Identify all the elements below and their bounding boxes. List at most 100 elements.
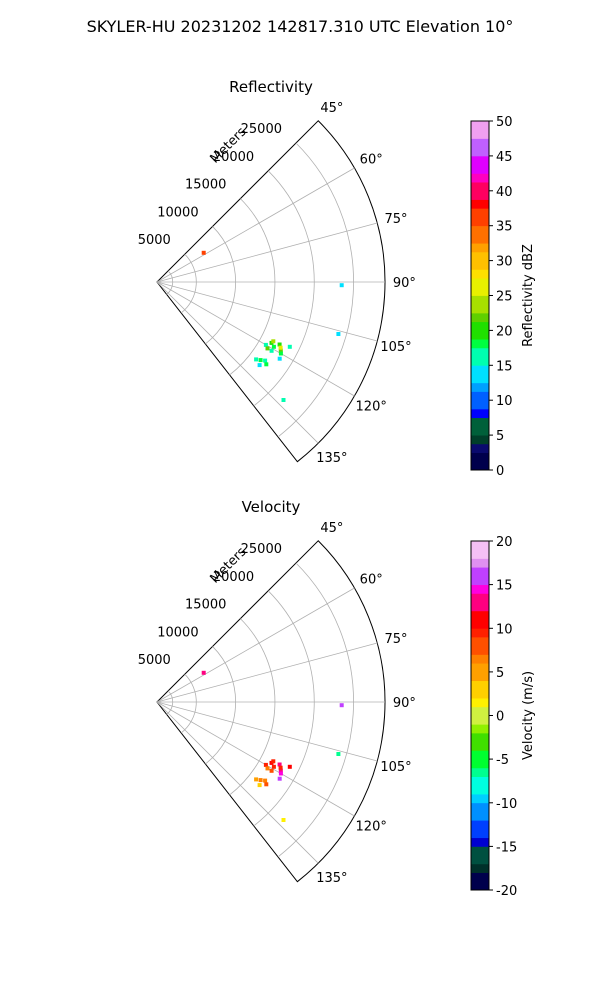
reflectivity-angle-tick: 120° (356, 400, 387, 415)
reflectivity-range-ring (180, 253, 197, 314)
reflectivity-colorbar-segment (471, 408, 489, 419)
reflectivity-echo (264, 362, 269, 367)
reflectivity-echo (271, 344, 276, 349)
velocity-echo (339, 703, 344, 708)
velocity-echo (271, 764, 276, 769)
velocity-colorbar-segment (471, 785, 489, 795)
reflectivity-range-ring (253, 170, 315, 407)
reflectivity-colorbar-segment (471, 443, 489, 453)
velocity-colorbar-segment (471, 828, 489, 839)
reflectivity-echo (265, 346, 270, 351)
reflectivity-azimuth-gridline (156, 222, 378, 283)
velocity-echo (278, 771, 283, 776)
reflectivity-colorbar-segment (471, 452, 489, 462)
reflectivity-colorbar-tick: 45 (496, 150, 513, 165)
reflectivity-colorbar-segment (471, 339, 489, 349)
velocity-azimuth-gridline (156, 701, 319, 864)
reflectivity-colorbar-segment (471, 347, 489, 357)
velocity-colorbar-segment (471, 881, 489, 891)
reflectivity-angle-tick: 45° (320, 101, 343, 116)
reflectivity-angle-tick: 90° (393, 276, 416, 291)
reflectivity-azimuth-gridline (156, 281, 319, 444)
reflectivity-angle-tick: 135° (316, 451, 347, 466)
velocity-colorbar-segment (471, 767, 489, 777)
reflectivity-colorbar-label: Reflectivity dBZ (521, 244, 536, 347)
velocity-colorbar-segment (471, 567, 489, 577)
reflectivity-azimuth-gridline (156, 281, 355, 397)
velocity-colorbar-segment (471, 619, 489, 629)
velocity-echo (281, 818, 286, 822)
velocity-angle-tick: 60° (360, 572, 383, 587)
velocity-colorbar-tick: 20 (496, 535, 513, 550)
reflectivity-range-tick: 10000 (157, 205, 198, 220)
reflectivity-echo (271, 339, 276, 344)
reflectivity-colorbar-segment (471, 260, 489, 270)
reflectivity-colorbar-tick: 0 (496, 464, 504, 479)
reflectivity-colorbar-segment (471, 295, 489, 305)
reflectivity-colorbar-segment (471, 173, 489, 183)
velocity-colorbar: -20 -15 -10 -5 0 5 10 15 20 Velocity (m/s) (470, 535, 536, 899)
reflectivity-echo (278, 345, 283, 350)
reflectivity-echo (254, 357, 259, 362)
velocity-echo (271, 759, 276, 764)
velocity-range-ring (180, 673, 197, 734)
reflectivity-echo (257, 363, 262, 368)
velocity-colorbar-segment (471, 732, 489, 743)
reflectivity-colorbar-tick: 20 (496, 324, 513, 339)
reflectivity-colorbar-segment (471, 121, 489, 131)
reflectivity-colorbar-segment (471, 269, 489, 279)
velocity-colorbar-segment (471, 636, 489, 647)
reflectivity-range-ring (277, 142, 354, 438)
reflectivity-colorbar-tick: 15 (496, 359, 513, 374)
velocity-colorbar-tick: 15 (496, 579, 513, 594)
reflectivity-colorbar-segment (471, 374, 489, 384)
reflectivity-colorbar-segment (471, 182, 489, 192)
velocity-colorbar-segment (471, 724, 489, 734)
reflectivity-colorbar-segment (471, 234, 489, 244)
velocity-angle-tick: 75° (384, 632, 407, 647)
reflectivity-colorbar-segment (471, 216, 489, 227)
velocity-colorbar-segment (471, 541, 489, 551)
velocity-azimuth-gridline (156, 701, 355, 817)
velocity-echo (201, 670, 206, 675)
reflectivity-echo (269, 348, 274, 353)
velocity-colorbar-segment (471, 759, 489, 769)
velocity-colorbar-segment (471, 689, 489, 699)
velocity-azimuth-gridline (156, 701, 378, 762)
reflectivity-range-tick: 15000 (185, 178, 226, 193)
reflectivity-colorbar-segment (471, 356, 489, 366)
velocity-sector-outline (156, 540, 386, 883)
velocity-colorbar-segment (471, 680, 489, 690)
reflectivity-angle-tick: 105° (380, 340, 411, 355)
velocity-azimuth-gridline (156, 642, 378, 703)
reflectivity-sector-outline (156, 120, 386, 463)
reflectivity-colorbar-segment (471, 321, 489, 331)
velocity-echo (257, 783, 262, 788)
velocity-colorbar-segment (471, 872, 489, 882)
velocity-colorbar-tick: 0 (496, 710, 504, 725)
reflectivity-echo (339, 283, 344, 288)
velocity-echo (277, 762, 282, 767)
reflectivity-colorbar-segment (471, 138, 489, 148)
reflectivity-echo (278, 351, 283, 356)
velocity-colorbar-segment (471, 549, 489, 559)
velocity-colorbar-tick: -5 (496, 753, 509, 768)
reflectivity-colorbar-segment (471, 435, 489, 445)
velocity-range-ring (229, 618, 276, 796)
reflectivity-echo (277, 356, 282, 361)
velocity-angle-tick: 120° (356, 820, 387, 835)
reflectivity-colorbar-segment (471, 417, 489, 427)
velocity-colorbar-segment (471, 802, 489, 812)
velocity-colorbar-segment (471, 584, 489, 594)
reflectivity-colorbar-segment (471, 190, 489, 200)
velocity-range-ring (205, 646, 237, 765)
velocity-colorbar-segment (471, 794, 489, 804)
reflectivity-colorbar-segment (471, 129, 489, 139)
velocity-colorbar-tick: -10 (496, 797, 517, 812)
reflectivity-colorbar-segment (471, 164, 489, 174)
velocity-colorbar-segment (471, 698, 489, 708)
velocity-range-ring (166, 690, 174, 715)
velocity-colorbar-segment (471, 811, 489, 821)
reflectivity-colorbar-tick: 10 (496, 394, 513, 409)
